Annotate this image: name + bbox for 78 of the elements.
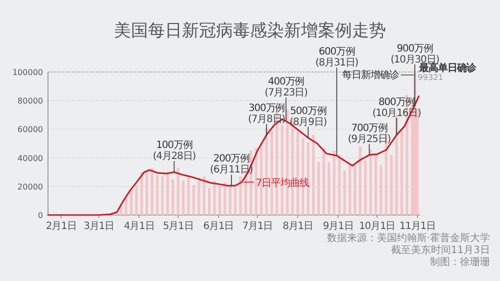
bar <box>354 164 356 215</box>
text: 制图：徐珊珊 <box>430 256 490 268</box>
x-tick-label: 5月1日 <box>162 221 194 232</box>
annotation: 500万例 (8月9日) <box>290 106 327 138</box>
bar <box>395 114 398 215</box>
bar <box>161 176 164 215</box>
annotation: 700万例 (9月25日) <box>348 122 391 156</box>
bar <box>124 198 128 215</box>
bar <box>150 168 154 215</box>
bar <box>369 149 372 215</box>
x-tick-label: 2月1日 <box>46 221 76 232</box>
bar <box>135 184 138 215</box>
legend-label: 7日平均曲线 <box>256 177 310 190</box>
bar <box>312 134 315 215</box>
bar <box>254 148 258 215</box>
annotation: 200万例 (6月11日) <box>210 154 254 176</box>
annotation: 600万例 (8月31日) <box>315 46 359 69</box>
bar <box>234 188 237 215</box>
annotation: 200万例 (6月11日) <box>210 154 253 186</box>
y-tick-label: 20000 <box>18 182 43 192</box>
bar <box>166 172 169 215</box>
y-tick-label: 40000 <box>18 154 43 163</box>
bar <box>400 129 404 215</box>
annotation: 500万例 (8月9日) <box>290 106 328 128</box>
bar <box>218 186 221 215</box>
x-tick-label: 6月1日 <box>203 221 234 232</box>
bar <box>380 164 382 215</box>
x-tick-label: 9月1日 <box>322 221 354 232</box>
data-label: 99321 <box>418 72 444 82</box>
bar <box>140 172 143 215</box>
annotation: 700万例 (9月25日) <box>348 122 392 145</box>
bar <box>374 154 378 215</box>
annotation: 最高单日确诊 <box>418 62 478 74</box>
bar <box>348 164 352 215</box>
series-label: 每日新增确诊 <box>342 68 400 81</box>
bar <box>182 180 185 215</box>
bar <box>187 178 190 215</box>
x-tick-label: 11月1日 <box>399 221 436 232</box>
text: 截至美东时间11月3日 <box>390 244 490 256</box>
bar <box>228 184 232 215</box>
bar <box>130 188 133 215</box>
x-tick-label: 4月1日 <box>124 221 154 232</box>
bar <box>208 188 211 215</box>
y-tick-label: 80000 <box>18 96 43 106</box>
annotation: 100万例 (4月28日) <box>152 140 196 162</box>
bar <box>358 146 362 215</box>
bar <box>390 154 393 215</box>
bar <box>176 168 180 215</box>
bar <box>202 176 206 215</box>
x-tick-label: 7月1日 <box>242 221 273 232</box>
bar <box>317 162 320 215</box>
bar <box>146 170 148 215</box>
x-tick-label: 3月1日 <box>84 221 114 232</box>
bar <box>172 179 174 215</box>
annotation: 300万例 (7月8日) <box>248 102 285 136</box>
chart-title: 美国每日新冠病毒感染新增案例走势 <box>114 21 386 41</box>
y-tick-label: 0 <box>38 211 43 220</box>
bar <box>260 144 263 215</box>
y-tick-label: 100000 <box>12 68 43 77</box>
bar <box>322 148 326 215</box>
bar <box>328 162 330 215</box>
x-tick-label: 10月1日 <box>359 221 396 232</box>
bar <box>198 178 200 215</box>
x-tick-label: 8月1日 <box>282 221 313 232</box>
annotation: 100万例 (4月28日) <box>152 140 196 172</box>
source-note: 数据来源：美国约翰斯·霍普金斯大学 <box>326 232 490 244</box>
annotation: 400万例 (7月23日) <box>264 76 308 99</box>
bar <box>213 180 216 215</box>
bar <box>239 176 242 215</box>
bar <box>332 150 336 215</box>
bar <box>224 182 226 215</box>
bar <box>338 154 341 215</box>
annotation: 300万例 (7月8日) <box>248 102 286 125</box>
bar <box>364 160 367 215</box>
y-tick-label: 60000 <box>18 125 43 134</box>
bar <box>192 184 195 215</box>
bar <box>156 174 159 215</box>
bar <box>343 170 346 215</box>
